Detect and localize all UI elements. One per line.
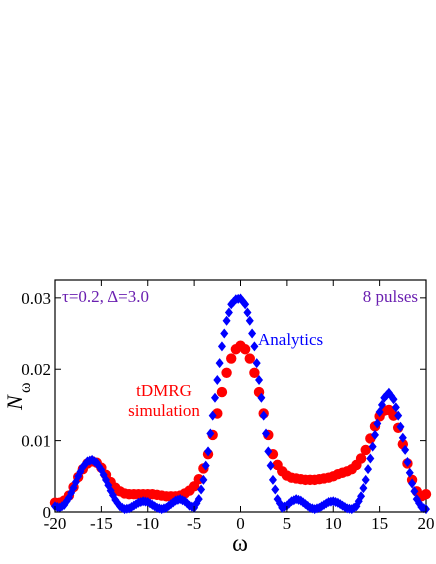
- data-point-diamond: [410, 486, 419, 497]
- x-tick-label: -10: [136, 514, 159, 533]
- data-point-circle: [388, 410, 399, 421]
- data-point-diamond: [375, 407, 384, 418]
- data-point-diamond: [210, 392, 219, 403]
- data-point-diamond: [370, 429, 379, 440]
- data-point-diamond: [373, 418, 382, 429]
- series-analytics: [51, 293, 430, 515]
- x-tick-label: 20: [418, 514, 435, 533]
- data-point-diamond: [208, 410, 217, 421]
- x-tick-label: 15: [371, 514, 388, 533]
- x-tick-label: 0: [236, 514, 245, 533]
- data-point-circle: [420, 488, 432, 500]
- data-point-diamond: [266, 460, 275, 471]
- data-point-diamond: [255, 374, 264, 385]
- y-axis-title-main: N: [2, 394, 27, 411]
- data-point-diamond: [389, 394, 398, 405]
- data-point-diamond: [213, 374, 222, 385]
- y-tick-label: 0: [43, 503, 52, 522]
- x-tick-label: -20: [44, 514, 67, 533]
- simulation-label: simulation: [128, 401, 200, 420]
- parameter-annotation: τ=0.2, Δ=3.0: [62, 287, 149, 306]
- data-point-diamond: [357, 491, 366, 502]
- data-point-circle: [239, 344, 251, 355]
- pulses-annotation: 8 pulses: [363, 287, 418, 306]
- data-point-diamond: [252, 358, 261, 369]
- tdmrg-label: tDMRG: [136, 381, 192, 400]
- data-point-circle: [216, 386, 228, 398]
- data-point-circle: [221, 367, 232, 378]
- data-point-diamond: [199, 474, 208, 485]
- data-point-circle: [360, 444, 371, 456]
- data-point-diamond: [257, 392, 266, 403]
- y-axis-title-subscript: ω: [17, 382, 34, 393]
- data-point-circle: [355, 453, 367, 464]
- data-point-diamond: [204, 446, 213, 457]
- y-tick-label: 0.02: [21, 360, 51, 379]
- data-point-diamond: [262, 428, 271, 439]
- data-point-diamond: [268, 474, 277, 485]
- data-point-diamond: [403, 457, 412, 468]
- data-point-diamond: [359, 483, 368, 494]
- data-point-circle: [244, 353, 255, 364]
- data-point-diamond: [217, 341, 226, 352]
- data-point-diamond: [224, 307, 233, 318]
- analytics-label: Analytics: [258, 330, 323, 349]
- data-point-diamond: [377, 399, 386, 410]
- data-point-circle: [226, 353, 237, 364]
- data-point-diamond: [271, 484, 280, 495]
- data-point-diamond: [366, 453, 375, 464]
- y-tick-label: 0.01: [21, 432, 51, 451]
- data-point-diamond: [197, 484, 206, 495]
- x-tick-label: 10: [325, 514, 342, 533]
- data-point-diamond: [408, 478, 417, 489]
- data-point-diamond: [396, 421, 405, 432]
- data-point-diamond: [220, 328, 229, 339]
- data-point-diamond: [364, 464, 373, 475]
- data-point-diamond: [245, 315, 254, 326]
- data-point-diamond: [264, 446, 273, 457]
- data-point-diamond: [206, 428, 215, 439]
- data-point-diamond: [259, 410, 268, 421]
- y-tick-label: 0.03: [21, 289, 51, 308]
- x-tick-label: 5: [283, 514, 292, 533]
- data-point-diamond: [250, 341, 259, 352]
- data-point-diamond: [215, 358, 224, 369]
- data-point-diamond: [241, 299, 250, 310]
- data-point-diamond: [243, 307, 252, 318]
- data-point-diamond: [222, 315, 231, 326]
- data-point-diamond: [194, 494, 203, 505]
- data-point-diamond: [401, 444, 410, 455]
- data-point-diamond: [391, 402, 400, 413]
- series-layer: [49, 293, 432, 515]
- y-axis-title: N ω: [2, 382, 34, 411]
- data-point-diamond: [361, 474, 370, 485]
- data-point-diamond: [398, 432, 407, 443]
- data-point-diamond: [248, 328, 257, 339]
- data-point-circle: [249, 367, 260, 378]
- data-point-diamond: [394, 410, 403, 421]
- x-tick-label: -15: [90, 514, 113, 533]
- x-tick-label: -5: [187, 514, 201, 533]
- x-axis-title: ω: [232, 531, 248, 557]
- ticks-layer: -20 -15 -10 -5 0 5 10 15 20 0 0.01 0.02 0.03: [21, 280, 435, 533]
- data-point-diamond: [368, 441, 377, 452]
- data-point-diamond: [405, 467, 414, 478]
- data-point-diamond: [201, 460, 210, 471]
